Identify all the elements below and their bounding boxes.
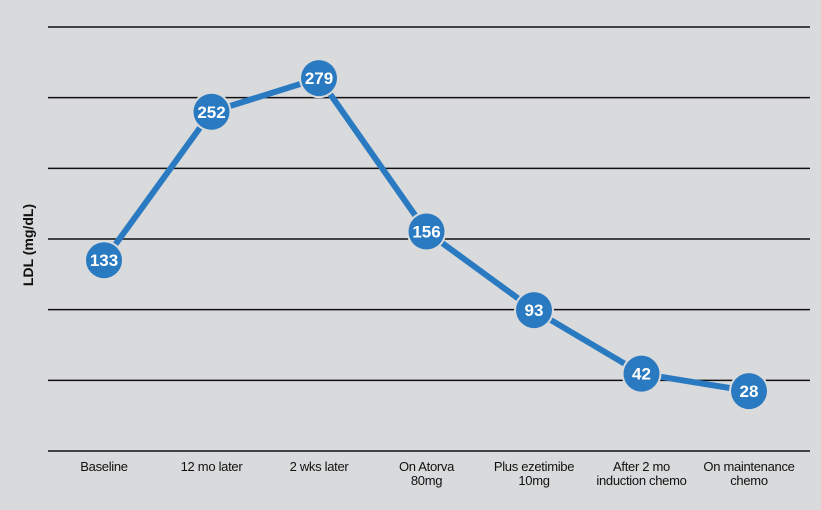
data-point	[408, 213, 445, 250]
data-point	[193, 93, 230, 130]
x-tick-label: Plus ezetimibe 10mg	[493, 459, 575, 488]
data-label: 252	[197, 103, 225, 122]
data-label: 279	[305, 69, 333, 88]
data-point	[731, 373, 767, 410]
y-axis-label: LDL (mg/dL)	[20, 203, 36, 287]
x-tick-label: On Atorva 80mg	[398, 459, 455, 488]
data-point	[86, 242, 122, 279]
data-point	[301, 60, 337, 97]
data-label: 42	[632, 365, 651, 384]
data-label: 133	[90, 251, 118, 270]
x-tick-label: 12 mo later	[180, 459, 243, 474]
data-point	[516, 292, 552, 329]
x-tick-label: 2 wks later	[289, 459, 349, 474]
data-label: 28	[740, 382, 759, 401]
data-point	[623, 355, 660, 392]
x-tick-label: After 2 mo induction chemo	[596, 459, 687, 488]
data-label: 156	[412, 223, 440, 242]
x-tick-label: On maintenance chemo	[703, 459, 795, 488]
data-label: 93	[525, 301, 544, 320]
x-tick-label: Baseline	[80, 459, 128, 474]
